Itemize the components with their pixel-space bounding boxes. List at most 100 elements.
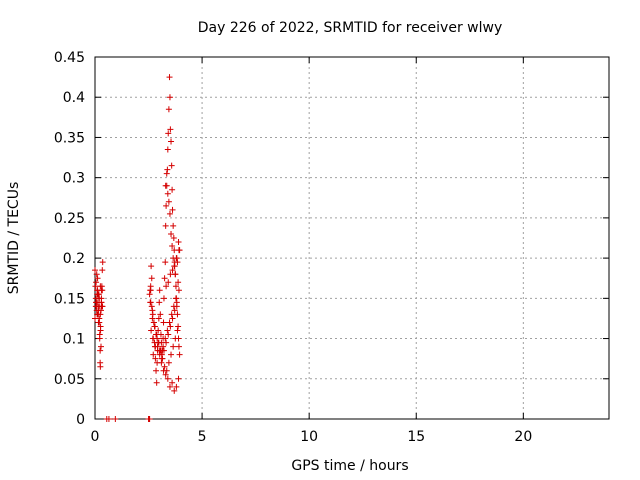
data-point — [158, 355, 165, 362]
data-point — [163, 283, 170, 290]
data-point — [147, 283, 154, 290]
data-point — [155, 339, 162, 346]
data-point — [163, 202, 170, 209]
data-point — [153, 379, 160, 386]
data-point — [167, 271, 174, 278]
data-point — [167, 126, 174, 133]
data-point — [175, 247, 182, 254]
data-point — [97, 343, 104, 350]
x-tick-label: 20 — [514, 429, 532, 445]
data-point — [99, 287, 106, 294]
data-point — [169, 379, 176, 386]
y-tick-label: 0.05 — [54, 372, 85, 388]
data-point — [95, 307, 102, 314]
data-point — [171, 307, 178, 314]
data-point — [164, 190, 171, 197]
y-tick-label: 0.45 — [54, 50, 85, 66]
data-point — [97, 347, 104, 354]
data-point — [97, 323, 104, 330]
data-point — [146, 416, 153, 422]
data-point — [93, 271, 100, 278]
data-point — [173, 383, 180, 390]
y-tick-label: 0.1 — [63, 332, 85, 348]
y-tick-label: 0.35 — [54, 130, 85, 146]
data-point — [171, 263, 178, 270]
data-point — [169, 315, 176, 322]
data-point — [151, 323, 158, 330]
y-tick-label: 0.4 — [63, 90, 85, 106]
axis-ticks: 0 0.05 0.1 0.15 0.2 0.25 0.3 0.35 0.4 0.45 0 5 10 15 2… — [54, 50, 609, 445]
data-point — [173, 299, 180, 306]
data-point — [174, 259, 181, 266]
data-point — [156, 351, 163, 358]
data-point — [165, 359, 172, 366]
data-point — [169, 186, 176, 193]
data-point — [168, 311, 175, 318]
data-point — [162, 222, 169, 229]
data-point — [175, 239, 182, 246]
data-point — [164, 327, 171, 334]
data-point — [150, 351, 157, 358]
data-point — [174, 311, 181, 318]
data-point — [97, 363, 104, 370]
data-point — [150, 335, 157, 342]
data-point — [155, 327, 162, 334]
data-point — [153, 331, 160, 338]
data-point — [95, 319, 102, 326]
data-point — [175, 287, 182, 294]
data-point — [172, 283, 179, 290]
data-point — [170, 222, 177, 229]
x-axis-label: GPS time / hours — [291, 458, 408, 474]
data-point — [176, 351, 183, 358]
data-point — [169, 206, 176, 213]
data-point — [161, 363, 168, 370]
data-point — [157, 311, 164, 318]
data-point — [164, 375, 171, 382]
data-point — [155, 315, 162, 322]
data-point — [98, 303, 105, 310]
data-point — [152, 343, 159, 350]
x-tick-label: 10 — [300, 429, 318, 445]
data-point — [162, 259, 169, 266]
data-point — [157, 347, 164, 354]
data-point — [173, 255, 180, 262]
data-point — [164, 146, 171, 153]
plot-frame — [94, 56, 610, 420]
data-point — [170, 235, 177, 241]
y-tick-label: 0.25 — [54, 211, 85, 227]
data-point — [166, 319, 173, 326]
data-point — [94, 287, 101, 294]
data-point — [162, 335, 169, 342]
data-point — [146, 291, 153, 298]
data-point — [156, 299, 163, 306]
data-point — [175, 323, 182, 330]
data-point — [167, 323, 174, 330]
data-point — [170, 303, 177, 310]
data-point — [147, 299, 154, 306]
data-point — [174, 327, 181, 334]
data-point — [168, 162, 175, 169]
data-point — [150, 319, 157, 326]
y-tick-label: 0.2 — [63, 251, 85, 267]
data-point — [92, 267, 98, 274]
data-point — [112, 416, 119, 422]
data-point — [166, 210, 173, 217]
data-point — [169, 243, 176, 250]
data-point — [175, 279, 182, 286]
x-tick-label: 15 — [407, 429, 425, 445]
data-point — [166, 94, 173, 101]
data-point — [149, 315, 156, 322]
data-point — [175, 343, 182, 350]
data-point — [165, 130, 172, 137]
data-points — [92, 74, 183, 422]
data-point — [162, 371, 169, 378]
data-point — [165, 106, 172, 113]
data-point — [165, 331, 172, 338]
y-tick-label: 0.15 — [54, 291, 85, 307]
data-point — [148, 263, 155, 270]
data-point — [148, 327, 155, 334]
x-tick-label: 0 — [91, 429, 100, 445]
data-point — [94, 291, 101, 298]
